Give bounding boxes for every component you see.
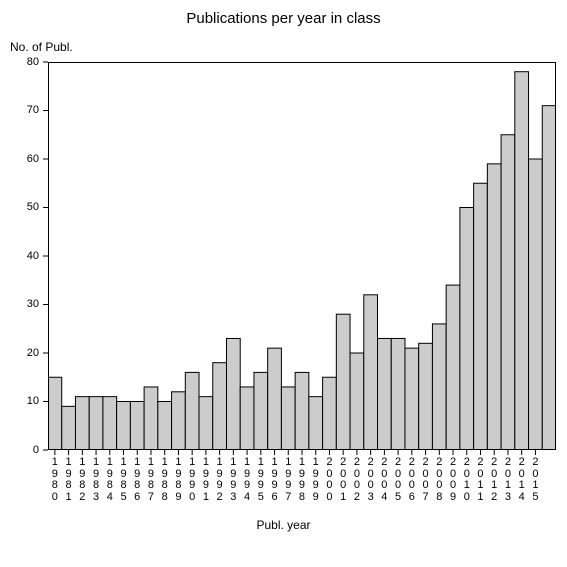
x-tick-label: 2 0 0 8 <box>432 457 446 503</box>
bar <box>432 324 446 450</box>
bar <box>75 397 89 450</box>
publications-bar-chart: Publications per year in class No. of Pu… <box>0 0 567 567</box>
x-tick-label: 2 0 1 1 <box>474 457 488 503</box>
x-tick-label: 2 0 0 9 <box>446 457 460 503</box>
x-tick-label: 1 9 9 8 <box>295 457 309 503</box>
bar <box>405 348 419 450</box>
x-tick-label: 1 9 9 6 <box>268 457 282 503</box>
bar <box>62 406 76 450</box>
x-tick-label: 1 9 8 4 <box>103 457 117 503</box>
x-tick-label: 1 9 9 9 <box>309 457 323 503</box>
x-tick-label: 1 9 9 4 <box>240 457 254 503</box>
bar <box>474 183 488 450</box>
bar <box>144 387 158 450</box>
bar <box>364 295 378 450</box>
bar <box>89 397 103 450</box>
bar <box>501 135 515 450</box>
plot-area <box>48 62 556 450</box>
x-tick-label: 2 0 0 6 <box>405 457 419 503</box>
x-tick-label: 1 9 9 1 <box>199 457 213 503</box>
bar <box>542 106 556 450</box>
bar <box>172 392 186 450</box>
plot-svg <box>48 62 556 450</box>
x-tick-label: 1 9 9 3 <box>226 457 240 503</box>
y-tick-label: 10 <box>9 395 39 407</box>
x-tick-label: 1 9 8 0 <box>48 457 62 503</box>
x-tick-label: 2 0 0 5 <box>391 457 405 503</box>
bar <box>226 338 240 450</box>
bar <box>158 402 172 451</box>
x-tick-label: 1 9 8 2 <box>75 457 89 503</box>
x-tick-label: 2 0 0 0 <box>323 457 337 503</box>
y-axis-title: No. of Publ. <box>10 40 73 54</box>
y-tick-label: 50 <box>9 201 39 213</box>
bar <box>460 208 474 451</box>
bar <box>240 387 254 450</box>
x-tick-label: 1 9 8 3 <box>89 457 103 503</box>
x-tick-label: 2 0 0 1 <box>336 457 350 503</box>
x-tick-label: 2 0 1 3 <box>501 457 515 503</box>
bar <box>48 377 62 450</box>
x-tick-label: 1 9 8 8 <box>158 457 172 503</box>
y-tick-label: 0 <box>9 444 39 456</box>
y-tick-label: 20 <box>9 347 39 359</box>
bar <box>446 285 460 450</box>
x-tick-label: 2 0 0 4 <box>378 457 392 503</box>
x-tick-label: 1 9 8 9 <box>172 457 186 503</box>
x-tick-label: 2 0 1 5 <box>529 457 543 503</box>
x-tick-label: 1 9 8 6 <box>130 457 144 503</box>
bar <box>185 372 199 450</box>
bar <box>268 348 282 450</box>
x-tick-label: 1 9 9 5 <box>254 457 268 503</box>
y-tick-label: 60 <box>9 153 39 165</box>
bar <box>213 363 227 450</box>
x-tick-label: 1 9 9 2 <box>213 457 227 503</box>
x-tick-label: 2 0 0 7 <box>419 457 433 503</box>
bar <box>295 372 309 450</box>
y-tick-label: 30 <box>9 298 39 310</box>
bar <box>391 338 405 450</box>
chart-title: Publications per year in class <box>0 10 567 27</box>
bar <box>529 159 543 450</box>
bar <box>117 402 131 451</box>
x-tick-label: 1 9 8 5 <box>117 457 131 503</box>
bar <box>199 397 213 450</box>
bar <box>309 397 323 450</box>
x-tick-label: 1 9 8 1 <box>62 457 76 503</box>
bar <box>419 343 433 450</box>
bar <box>281 387 295 450</box>
x-tick-label: 2 0 1 2 <box>487 457 501 503</box>
y-tick-label: 80 <box>9 56 39 68</box>
y-tick-label: 40 <box>9 250 39 262</box>
x-tick-label: 2 0 0 2 <box>350 457 364 503</box>
x-tick-label: 2 0 1 0 <box>460 457 474 503</box>
bar <box>103 397 117 450</box>
x-tick-label: 1 9 9 7 <box>281 457 295 503</box>
x-tick-label: 1 9 8 7 <box>144 457 158 503</box>
x-tick-label: 2 0 1 4 <box>515 457 529 503</box>
bar <box>350 353 364 450</box>
bar <box>515 72 529 450</box>
x-tick-label: 2 0 0 3 <box>364 457 378 503</box>
x-tick-label: 1 9 9 0 <box>185 457 199 503</box>
bar <box>323 377 337 450</box>
x-axis-title: Publ. year <box>0 518 567 532</box>
bar <box>130 402 144 451</box>
bar <box>254 372 268 450</box>
bar <box>487 164 501 450</box>
bar <box>378 338 392 450</box>
y-tick-label: 70 <box>9 104 39 116</box>
bar <box>336 314 350 450</box>
